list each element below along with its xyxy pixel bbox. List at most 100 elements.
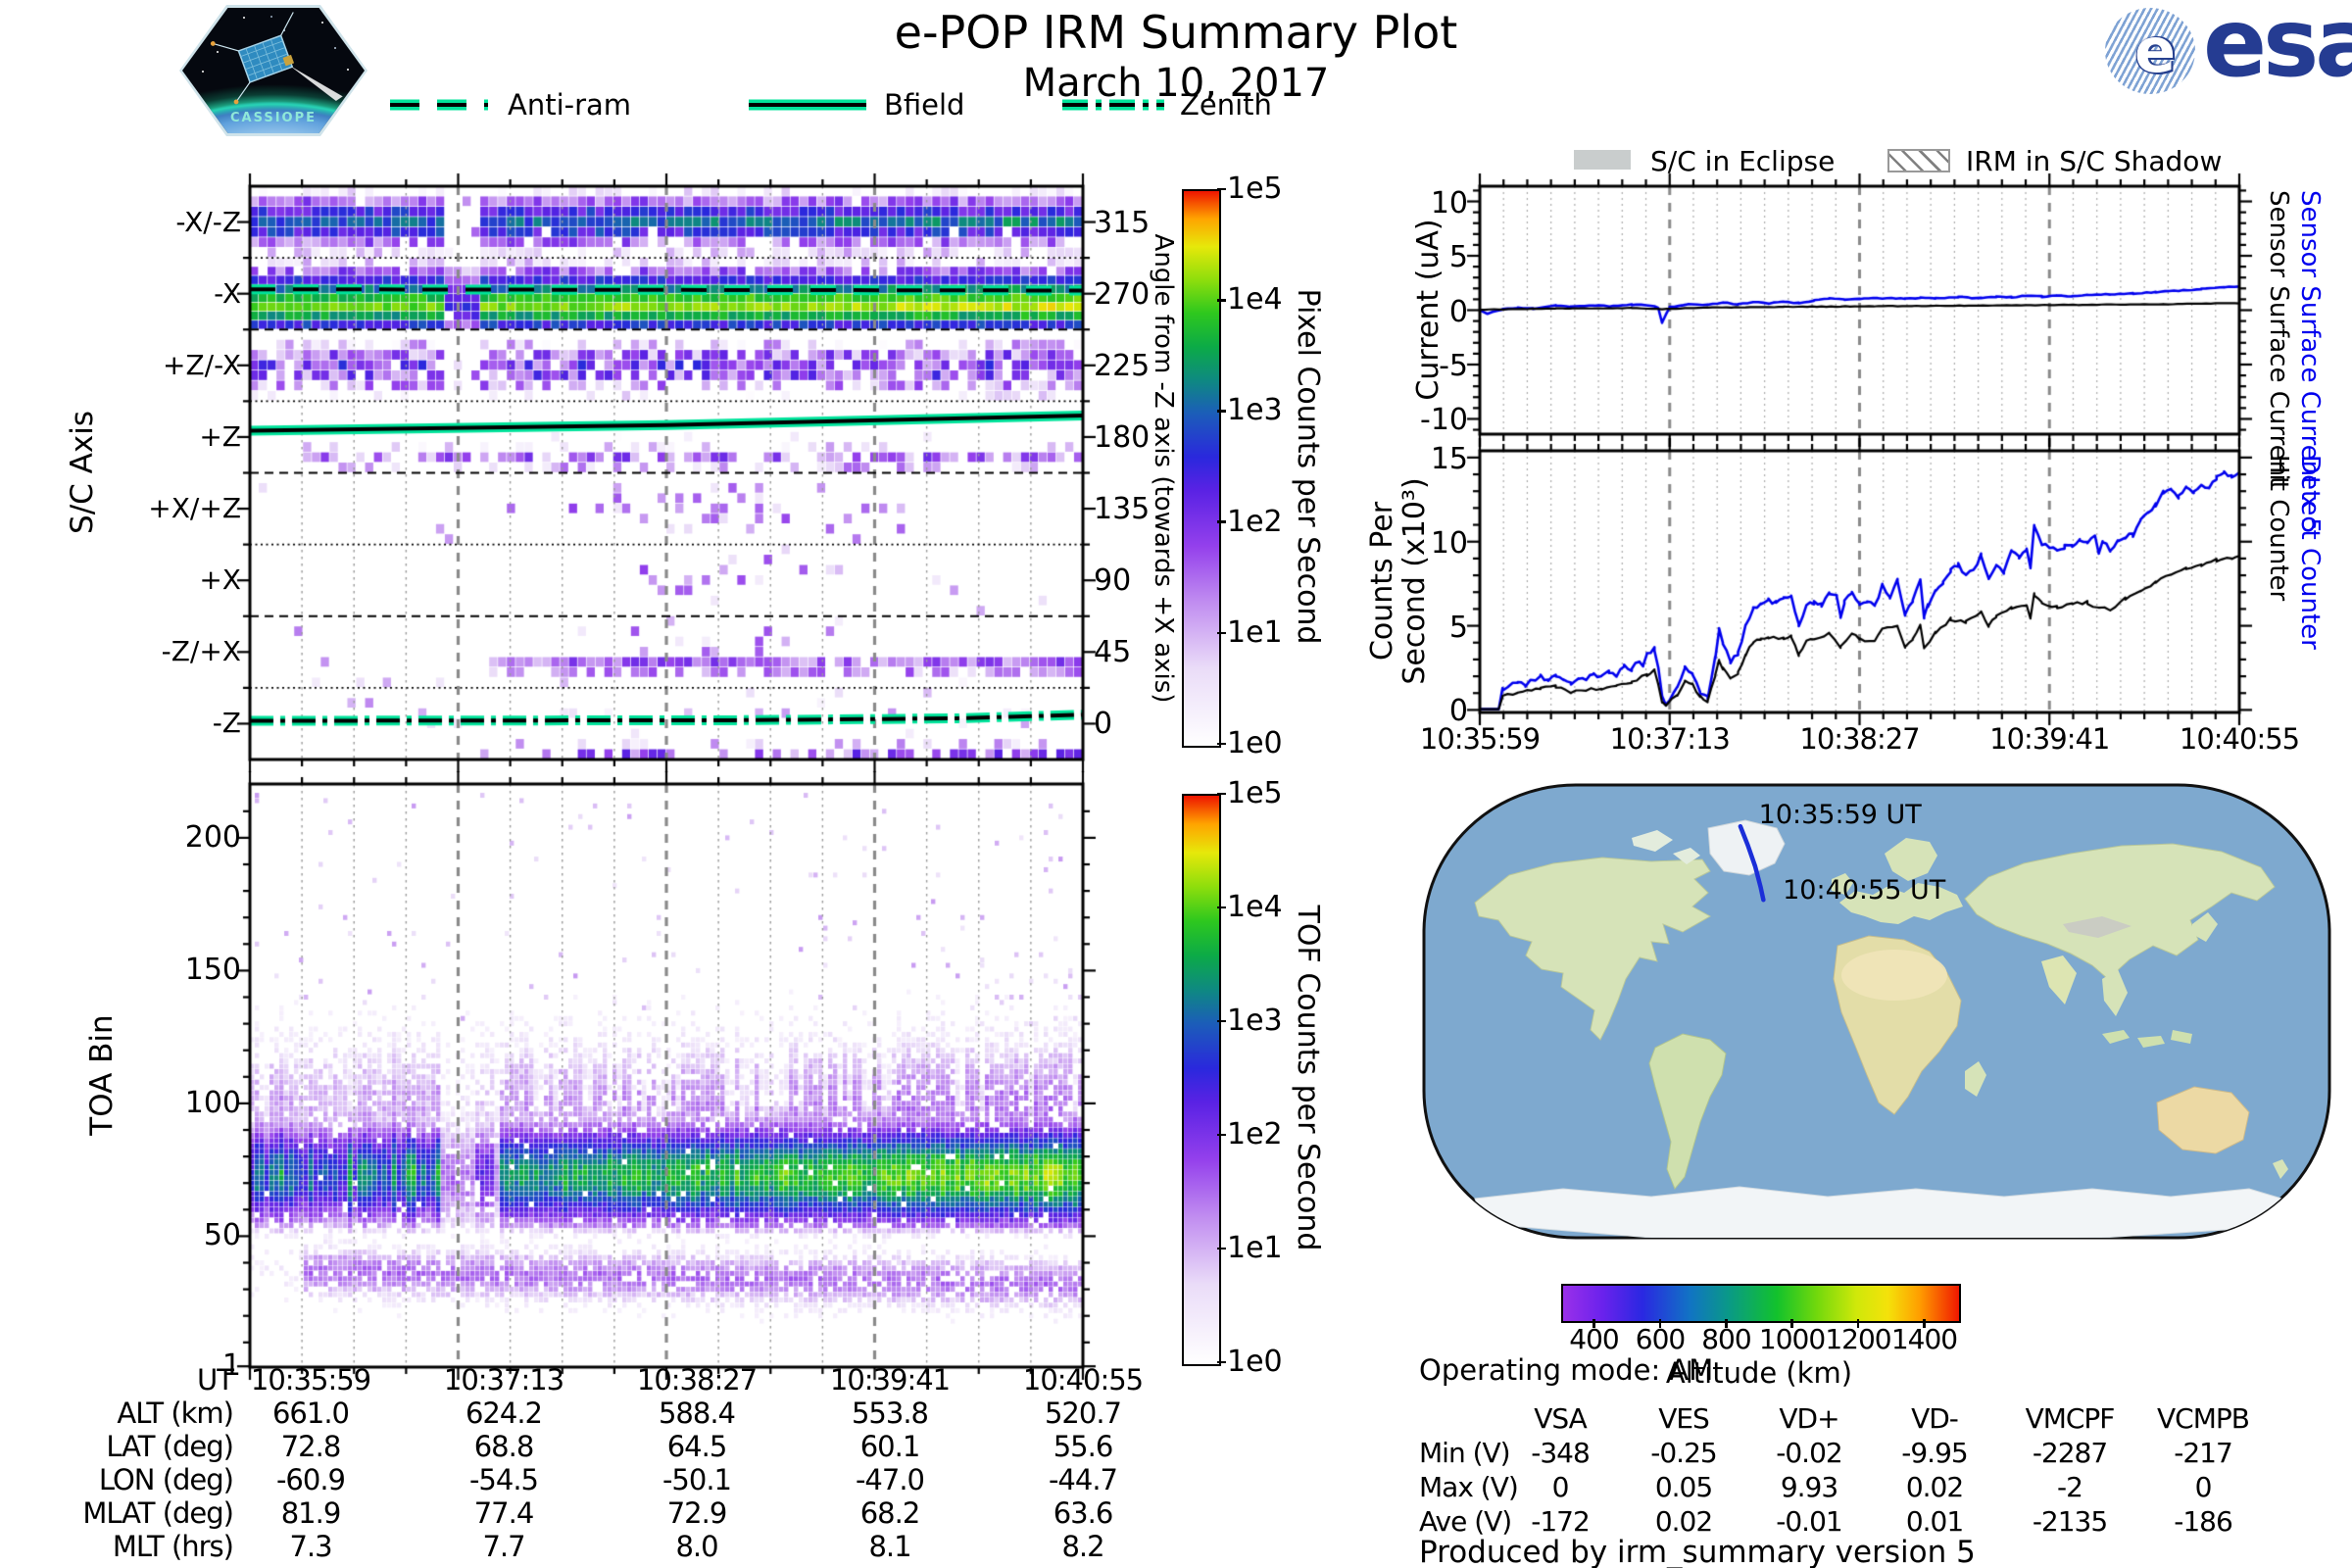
cb2-tick-mark [1217, 1247, 1226, 1250]
cb2-tick-label: 1e3 [1227, 1004, 1283, 1038]
cb2-tick-mark [1217, 1360, 1226, 1364]
cb2-tick-label: 1e5 [1227, 776, 1283, 810]
voltage-column-header: VCMPB [2157, 1402, 2250, 1435]
ephemeris-cell: 10:40:55 [1022, 1363, 1144, 1396]
right-x-tick-label: 10:39:41 [1989, 722, 2110, 756]
altitude-tick-mark [1592, 1319, 1595, 1328]
voltage-cell: -0.25 [1650, 1437, 1717, 1469]
voltage-cell: 0.02 [1654, 1505, 1713, 1538]
current-plot-canvas [1460, 167, 2259, 454]
track-start-time-label: 10:35:59 UT [1758, 800, 1922, 831]
altitude-tick-mark [1658, 1319, 1662, 1328]
cb2-tick-mark [1217, 906, 1226, 909]
page-date: March 10, 2017 [1022, 61, 1330, 106]
pixel-y-tick-label: +X/+Z [148, 492, 241, 525]
cb2-tick-label: 1e4 [1227, 890, 1283, 924]
right-x-tick-label: 10:40:55 [2179, 722, 2300, 756]
right-x-tick-label: 10:38:27 [1799, 722, 1920, 756]
altitude-tick-label: 1400 [1890, 1323, 1958, 1355]
eclipse-swatch [1574, 150, 1631, 170]
angle-tick-label: 180 [1094, 419, 1151, 455]
c-cur-y-tick-label: 5 [1448, 240, 1468, 275]
anti-ram-legend-label: Anti-ram [508, 88, 632, 122]
c-cnt-y-tick-label: 0 [1448, 694, 1468, 729]
ephemeris-row-label: UT [197, 1363, 234, 1396]
cb1-tick-label: 1e0 [1227, 726, 1283, 760]
pixel-y-tick-label: +Z/-X [163, 348, 241, 381]
voltage-cell: 0.01 [1905, 1505, 1964, 1538]
voltage-cell: 9.93 [1780, 1471, 1838, 1503]
ephemeris-cell: 7.7 [482, 1530, 525, 1563]
voltage-column-header: VMCPF [2025, 1402, 2116, 1435]
toa-plot-ylabel: TOA Bin [84, 1014, 120, 1136]
pixel-colorbar-label: Pixel Counts per Second [1291, 288, 1325, 645]
voltage-cell: -186 [2174, 1505, 2233, 1538]
cb2-tick-label: 1e2 [1227, 1117, 1283, 1152]
cb1-tick-label: 1e1 [1227, 614, 1283, 650]
cb1-tick-mark [1217, 631, 1226, 635]
ephemeris-row-label: MLAT (deg) [82, 1496, 234, 1530]
hit-counter-label: Hit Counter [2264, 455, 2293, 602]
voltage-cell: 0 [1551, 1471, 1570, 1503]
cb1-tick-label: 1e2 [1227, 504, 1283, 539]
cassiope-mission-patch: CASSIOPE [179, 5, 368, 136]
ephemeris-cell: 64.5 [666, 1430, 728, 1463]
ephemeris-row-label: MLT (hrs) [112, 1530, 234, 1563]
ephemeris-cell: 60.1 [859, 1430, 921, 1463]
voltage-cell: -217 [2174, 1437, 2233, 1469]
cb1-tick-label: 1e3 [1227, 393, 1283, 428]
toa-spectrogram-canvas [230, 764, 1102, 1387]
altitude-tick-label: 1200 [1825, 1323, 1891, 1355]
patch-title: CASSIOPE [229, 111, 318, 125]
ephemeris-cell: 55.6 [1053, 1430, 1114, 1463]
voltage-cell: -0.01 [1776, 1505, 1842, 1538]
voltage-row-label: Ave (V) [1419, 1505, 1512, 1538]
altitude-tick-mark [1725, 1319, 1728, 1328]
voltage-column-header: VD+ [1779, 1402, 1839, 1435]
cb1-tick-label: 1e4 [1227, 282, 1283, 318]
voltage-cell: -348 [1531, 1437, 1591, 1469]
pixel-y-tick-label: +Z [199, 419, 241, 453]
pixel-y-tick-label: -Z/+X [161, 635, 241, 668]
produced-by-text: Produced by irm_summary version 5 [1419, 1535, 1976, 1568]
pixel-spectrogram-canvas [230, 167, 1102, 779]
cb1-tick-mark [1217, 299, 1226, 302]
ephemeris-cell: 63.6 [1053, 1496, 1114, 1530]
ephemeris-cell: -44.7 [1048, 1463, 1118, 1496]
shadow-swatch [1887, 149, 1950, 172]
esa-globe-icon [2105, 8, 2195, 94]
altitude-tick-label: 1000 [1758, 1323, 1826, 1355]
tof-colorbar [1182, 794, 1221, 1366]
right-x-tick-label: 10:37:13 [1609, 722, 1731, 756]
ephemeris-cell: -47.0 [855, 1463, 925, 1496]
cb1-tick-label: 1e5 [1227, 172, 1283, 206]
cb2-tick-label: 1e1 [1227, 1231, 1283, 1265]
c-cur-y-tick-label: -5 [1439, 348, 1468, 383]
voltage-row-label: Min (V) [1419, 1437, 1511, 1469]
altitude-colorbar [1561, 1284, 1961, 1323]
voltage-cell: -2 [2057, 1471, 2083, 1503]
ephemeris-row-label: LON (deg) [98, 1463, 234, 1496]
map-continents [1474, 819, 2289, 1238]
angle-tick-label: 270 [1094, 276, 1151, 312]
right-x-tick-label: 10:35:59 [1419, 722, 1541, 756]
ephemeris-cell: 10:35:59 [250, 1363, 371, 1396]
satellite-icon [210, 12, 343, 105]
ephemeris-cell: 72.9 [666, 1496, 728, 1530]
toa-y-tick-label: 200 [184, 819, 241, 855]
ephemeris-cell: 68.2 [859, 1496, 921, 1530]
ephemeris-cell: 10:37:13 [443, 1363, 564, 1396]
ephemeris-row-label: LAT (deg) [106, 1430, 234, 1463]
ephemeris-cell: 77.4 [473, 1496, 535, 1530]
altitude-tick-mark [1790, 1319, 1793, 1328]
cb2-tick-label: 1e0 [1227, 1345, 1283, 1379]
ephemeris-cell: 10:38:27 [636, 1363, 758, 1396]
zenith-line-sample [1060, 97, 1166, 116]
toa-y-tick-label: 50 [203, 1218, 241, 1253]
world-map [1422, 783, 2331, 1240]
altitude-tick-label: 400 [1569, 1323, 1619, 1355]
toa-y-tick-label: 150 [184, 953, 241, 988]
altitude-tick-mark [1923, 1319, 1926, 1328]
voltage-cell: -2135 [2032, 1505, 2108, 1538]
